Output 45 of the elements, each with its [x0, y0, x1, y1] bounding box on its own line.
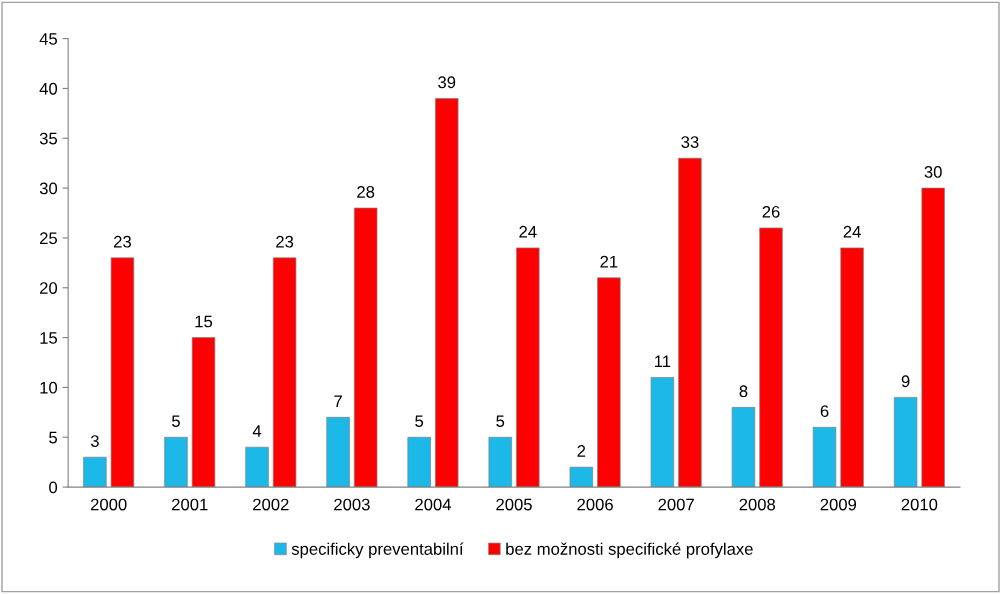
data-label: 21	[600, 255, 618, 268]
x-tick-label: 2004	[415, 498, 452, 511]
data-label: 5	[415, 415, 424, 428]
data-label: 33	[681, 136, 699, 148]
x-tick-label: 2006	[577, 498, 613, 511]
data-label: 3	[90, 435, 99, 447]
y-tick-label: 10	[40, 381, 58, 394]
x-tick-label: 2005	[496, 498, 532, 511]
data-label: 15	[195, 315, 213, 328]
y-tick-label: 35	[39, 132, 58, 145]
data-label: 24	[843, 225, 861, 238]
data-label: 24	[519, 225, 537, 238]
x-tick-label: 2007	[658, 498, 694, 511]
legend-label: bez možnosti specifické profylaxe	[506, 542, 753, 559]
data-label: 6	[820, 405, 829, 418]
x-tick-label: 2003	[334, 498, 370, 511]
data-label: 11	[655, 355, 671, 368]
data-label: 26	[762, 205, 780, 218]
data-label: 9	[901, 375, 910, 388]
data-label: 30	[924, 166, 942, 178]
x-tick-label: 2008	[739, 498, 776, 511]
data-label: 4	[252, 425, 262, 437]
data-label: 23	[114, 235, 131, 248]
data-label: 23	[276, 235, 294, 248]
legend-label: specificky preventabilní	[291, 542, 464, 559]
x-tick-label: 2010	[901, 498, 938, 511]
data-label: 2	[577, 445, 586, 457]
y-tick-label: 30	[39, 182, 58, 195]
y-tick-label: 20	[40, 282, 58, 294]
data-label: 5	[496, 415, 505, 428]
x-tick-label: 2000	[90, 498, 127, 511]
y-tick-label: 15	[40, 332, 58, 344]
x-tick-label: 2009	[820, 498, 857, 511]
y-tick-label: 0	[49, 481, 58, 494]
data-label: 5	[171, 415, 180, 428]
data-label: 8	[739, 385, 748, 398]
data-label: 7	[334, 395, 342, 407]
y-tick-label: 45	[39, 33, 58, 45]
y-tick-label: 25	[40, 232, 58, 245]
y-tick-label: 40	[39, 82, 58, 95]
x-tick-label: 2002	[253, 498, 289, 511]
y-tick-label: 5	[49, 431, 58, 444]
data-label: 28	[357, 185, 375, 198]
x-tick-label: 2001	[172, 498, 208, 511]
data-label: 39	[438, 76, 456, 89]
